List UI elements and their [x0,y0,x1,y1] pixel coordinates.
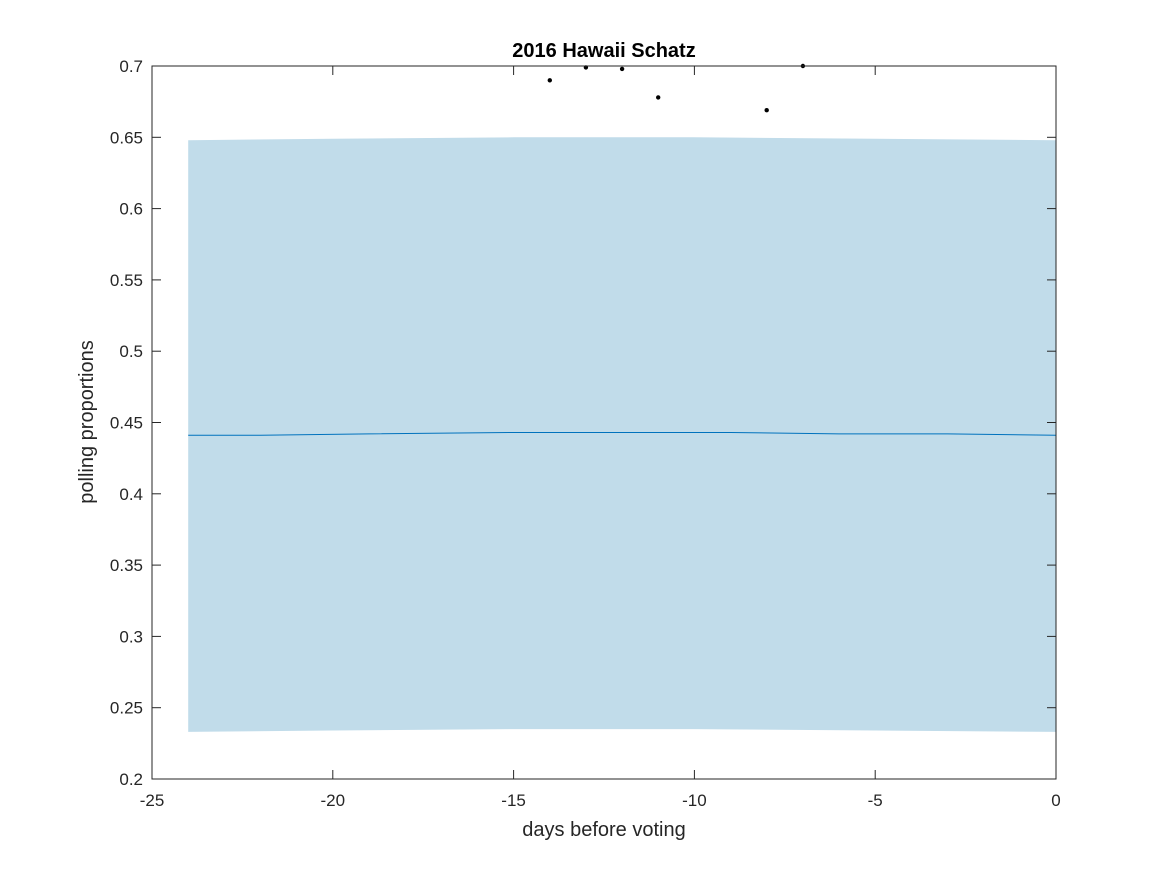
poll-point [547,78,552,83]
y-tick-label: 0.55 [110,271,143,290]
chart-title: 2016 Hawaii Schatz [512,40,695,62]
poll-point [619,66,625,72]
y-tick-label: 0.3 [119,627,143,646]
y-tick-label: 0.4 [119,485,143,504]
series-line-0 [188,432,1057,436]
y-tick-label: 0.5 [119,342,143,361]
y-tick-label: 0.65 [110,128,143,147]
y-tick-label: 0.7 [119,57,143,76]
x-axis-title: days before voting [522,819,685,841]
x-tick-label: -5 [868,791,883,810]
x-tick-label: -10 [682,791,707,810]
poll-point [656,95,661,100]
poll-point [764,108,769,113]
y-tick-label: 0.45 [110,414,143,433]
y-axis-title: polling proportions [76,340,98,503]
x-tick-label: -15 [501,791,526,810]
y-tick-label: 0.6 [119,200,143,219]
x-tick-label: -25 [140,791,165,810]
x-tick-label: -20 [321,791,346,810]
y-tick-label: 0.25 [110,699,143,718]
confidence-band [188,137,1056,732]
x-tick-label: 0 [1051,791,1060,810]
y-tick-label: 0.35 [110,556,143,575]
y-tick-label: 0.2 [119,770,143,789]
